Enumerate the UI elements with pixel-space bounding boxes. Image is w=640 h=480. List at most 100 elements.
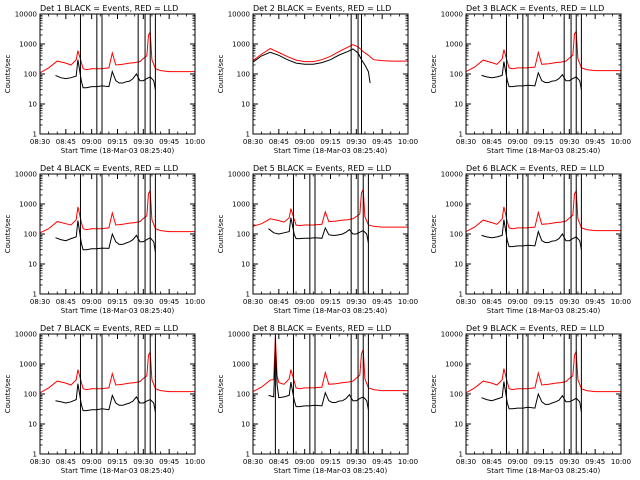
- series-events: [481, 381, 582, 413]
- series-events: [268, 349, 369, 410]
- x-tick-label: 09:30: [133, 138, 153, 146]
- x-tick-label: 09:30: [133, 458, 153, 466]
- y-tick-label: 1: [459, 131, 463, 139]
- series-events: [481, 219, 582, 250]
- x-tick-label: 09:45: [159, 298, 179, 306]
- y-tick-label: 1000: [232, 361, 250, 369]
- panel-title: Det 2 BLACK = Events, RED = LLD: [253, 4, 391, 13]
- detector-panel-7: Det 7 BLACK = Events, RED = LLD Counts/se…: [4, 324, 205, 475]
- y-tick-label: 1000: [19, 361, 37, 369]
- x-tick-label: 09:00: [508, 138, 528, 146]
- series-events: [268, 217, 369, 244]
- plot-frame: [39, 173, 196, 295]
- detector-panel-1: Det 1 BLACK = Events, RED = LLD Counts/se…: [4, 4, 205, 155]
- y-tick-label: 100: [237, 391, 250, 399]
- x-axis-label: Start Time (18-Mar-03 08:25:40): [61, 147, 175, 155]
- x-tick-label: 09:45: [585, 458, 605, 466]
- x-tick-label: 08:45: [482, 298, 502, 306]
- x-tick-label: 08:45: [56, 138, 76, 146]
- y-tick-label: 100: [24, 231, 37, 239]
- x-tick-label: 09:45: [372, 458, 392, 466]
- x-tick-label: 09:30: [559, 138, 579, 146]
- x-tick-label: 09:00: [82, 458, 102, 466]
- x-tick-label: 09:15: [533, 138, 553, 146]
- x-tick-label: 10:00: [185, 138, 205, 146]
- plot-frame: [465, 13, 622, 135]
- y-tick-label: 1: [33, 291, 37, 299]
- y-tick-label: 1000: [445, 201, 463, 209]
- x-axis-label: Start Time (18-Mar-03 08:25:40): [487, 307, 601, 315]
- plot-area: [40, 14, 195, 134]
- y-tick-label: 1: [246, 291, 250, 299]
- y-tick-label: 1: [33, 131, 37, 139]
- x-tick-label: 08:45: [269, 458, 289, 466]
- x-tick-label: 09:00: [508, 298, 528, 306]
- x-tick-label: 09:00: [295, 298, 315, 306]
- y-tick-label: 10: [241, 261, 250, 269]
- y-axis-label: Counts/sec: [217, 55, 225, 94]
- y-tick-label: 1000: [445, 41, 463, 49]
- y-tick-label: 100: [450, 231, 463, 239]
- x-tick-label: 09:15: [533, 298, 553, 306]
- x-tick-label: 08:30: [456, 138, 476, 146]
- x-axis-label: Start Time (18-Mar-03 08:25:40): [274, 147, 388, 155]
- x-tick-label: 08:45: [269, 298, 289, 306]
- x-tick-label: 08:45: [482, 458, 502, 466]
- y-tick-label: 10000: [228, 11, 250, 19]
- plot-frame: [252, 333, 409, 455]
- x-tick-label: 09:00: [82, 298, 102, 306]
- x-tick-label: 09:30: [559, 458, 579, 466]
- y-tick-label: 1: [246, 451, 250, 459]
- x-axis-label: Start Time (18-Mar-03 08:25:40): [61, 467, 175, 475]
- x-tick-label: 09:30: [346, 138, 366, 146]
- x-tick-label: 10:00: [398, 458, 418, 466]
- x-tick-label: 09:45: [372, 138, 392, 146]
- x-tick-label: 10:00: [185, 458, 205, 466]
- y-axis-label: Counts/sec: [217, 375, 225, 414]
- y-tick-label: 1: [459, 291, 463, 299]
- plot-area: [253, 14, 408, 134]
- y-tick-label: 10000: [441, 331, 463, 339]
- series-lld: [253, 188, 408, 228]
- y-tick-label: 1000: [445, 361, 463, 369]
- y-axis-label: Counts/sec: [4, 215, 12, 254]
- y-tick-label: 10000: [15, 171, 37, 179]
- y-tick-label: 1: [246, 131, 250, 139]
- x-tick-label: 09:15: [320, 138, 340, 146]
- detector-panel-4: Det 4 BLACK = Events, RED = LLD Counts/se…: [4, 164, 205, 315]
- x-axis-label: Start Time (18-Mar-03 08:25:40): [487, 147, 601, 155]
- y-tick-label: 100: [237, 71, 250, 79]
- x-axis-label: Start Time (18-Mar-03 08:25:40): [274, 467, 388, 475]
- x-tick-label: 10:00: [611, 298, 631, 306]
- x-tick-label: 09:00: [295, 458, 315, 466]
- series-lld: [40, 350, 195, 394]
- x-tick-label: 09:30: [346, 458, 366, 466]
- detector-panel-3: Det 3 BLACK = Events, RED = LLD Counts/se…: [430, 4, 631, 155]
- y-tick-label: 100: [450, 391, 463, 399]
- x-tick-label: 09:15: [533, 458, 553, 466]
- plot-area: [40, 334, 195, 454]
- panel-title: Det 4 BLACK = Events, RED = LLD: [40, 164, 178, 173]
- y-tick-label: 10: [454, 421, 463, 429]
- x-tick-label: 09:45: [372, 298, 392, 306]
- y-tick-label: 10: [454, 261, 463, 269]
- y-tick-label: 1000: [19, 201, 37, 209]
- panel-title: Det 8 BLACK = Events, RED = LLD: [253, 324, 391, 333]
- series-lld: [40, 30, 195, 74]
- x-tick-label: 09:45: [585, 138, 605, 146]
- series-events: [253, 48, 371, 84]
- x-tick-label: 09:15: [107, 458, 127, 466]
- x-tick-label: 08:30: [30, 298, 50, 306]
- x-tick-label: 08:45: [269, 138, 289, 146]
- x-tick-label: 10:00: [611, 138, 631, 146]
- y-axis-label: Counts/sec: [430, 215, 438, 254]
- panel-title: Det 3 BLACK = Events, RED = LLD: [466, 4, 604, 13]
- y-tick-label: 100: [24, 391, 37, 399]
- series-lld: [466, 349, 621, 394]
- y-tick-label: 10000: [15, 11, 37, 19]
- y-tick-label: 10: [454, 101, 463, 109]
- y-tick-label: 1000: [232, 201, 250, 209]
- plot-frame: [465, 333, 622, 455]
- x-tick-label: 08:45: [56, 298, 76, 306]
